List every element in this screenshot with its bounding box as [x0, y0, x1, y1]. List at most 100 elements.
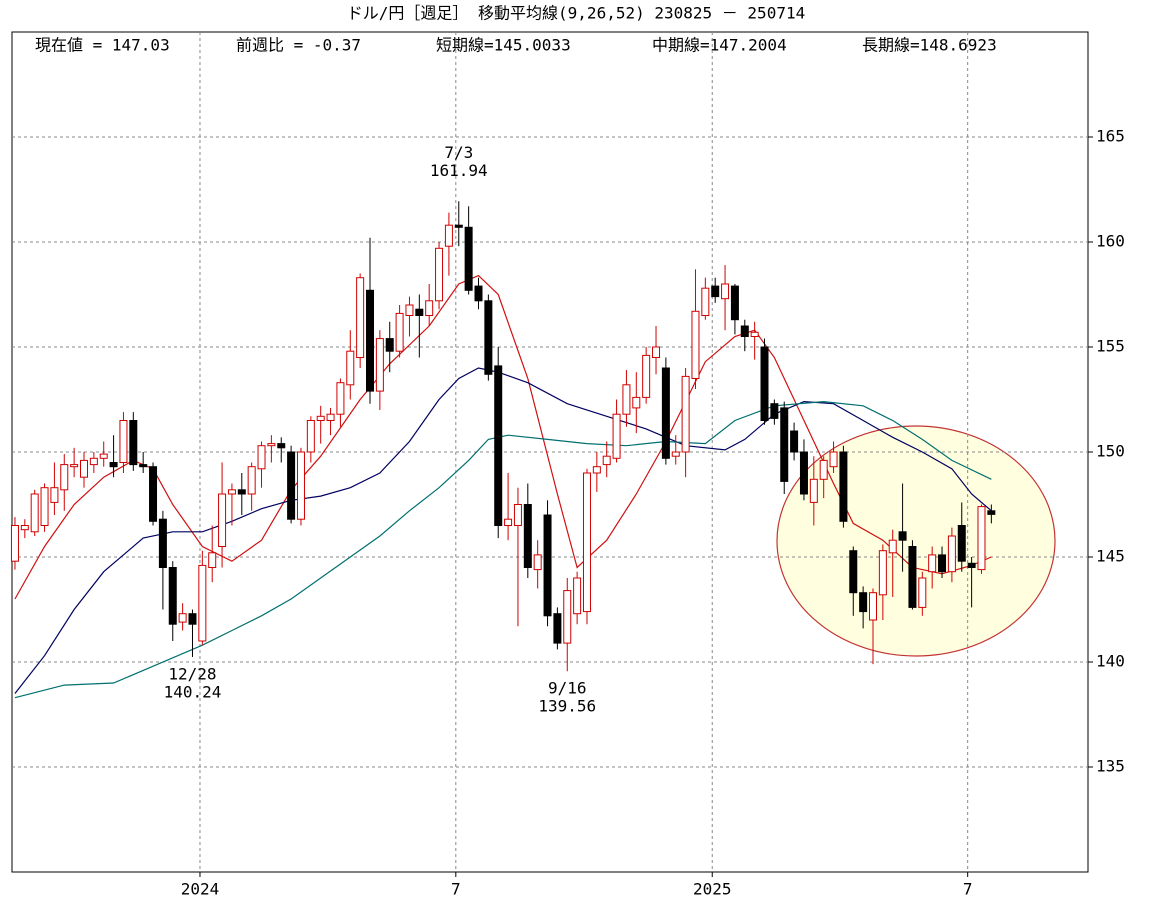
candle-body: [306, 420, 315, 453]
candle-body: [770, 403, 779, 419]
candle-body: [79, 459, 88, 478]
candle-body: [849, 550, 858, 594]
candle-body: [947, 535, 956, 573]
candle-body: [967, 562, 976, 568]
candle-body: [336, 382, 345, 415]
candle-body: [405, 304, 414, 316]
y-tick-label: 150: [1096, 442, 1125, 461]
candle-body: [582, 472, 591, 613]
candle-body: [957, 525, 966, 562]
moving-average-line: [14, 274, 992, 600]
candle-body: [918, 577, 927, 608]
y-tick-label: 165: [1096, 127, 1125, 146]
candle-body: [70, 464, 79, 468]
y-tick-label: 160: [1096, 232, 1125, 251]
candle-body: [375, 338, 384, 392]
candle-body: [780, 407, 789, 482]
candle-body: [888, 539, 897, 554]
candle-body: [622, 384, 631, 415]
y-tick-label: 140: [1096, 652, 1125, 671]
candle-body: [523, 504, 532, 568]
info-text: 短期線=145.0033: [436, 36, 571, 55]
candle-body: [326, 413, 335, 422]
candle-body: [168, 567, 177, 625]
candle-body: [385, 338, 394, 352]
candle-body: [652, 346, 661, 358]
candle-body: [40, 487, 49, 527]
moving-average-line: [14, 400, 992, 699]
candle-body: [711, 285, 720, 298]
candle-body: [356, 277, 365, 359]
candle-body: [198, 564, 207, 642]
candle-body: [859, 592, 868, 613]
candle-body: [237, 489, 246, 495]
candle-body: [247, 466, 256, 495]
annotation-date: 7/3: [444, 143, 473, 162]
candle-body: [119, 420, 128, 463]
candle-body: [612, 413, 621, 459]
candle-body: [20, 525, 29, 531]
x-tick-label: 7: [963, 880, 973, 899]
candle-body: [178, 613, 187, 623]
candle-body: [760, 346, 769, 421]
candle-body: [977, 506, 986, 571]
candle-body: [158, 518, 167, 569]
candle-body: [425, 300, 434, 316]
candle-body: [10, 525, 19, 562]
info-text: 現在値 = 147.03: [35, 36, 170, 55]
x-tick-label: 7: [451, 880, 461, 899]
candle-body: [809, 478, 818, 503]
candle-body: [987, 510, 996, 515]
candle-body: [691, 310, 700, 379]
candle-body: [444, 224, 453, 247]
candle-body: [573, 577, 582, 615]
candle-body: [454, 224, 463, 228]
candle-body: [346, 350, 355, 386]
candle-body: [533, 554, 542, 571]
candle-body: [395, 312, 404, 352]
annotation-date: 9/16: [548, 679, 587, 698]
candle-body: [553, 613, 562, 644]
candle-body: [296, 451, 305, 520]
candle-body: [878, 550, 887, 596]
candle-body: [149, 466, 158, 522]
candle-body: [740, 325, 749, 337]
candle-body: [218, 493, 227, 547]
candle-body: [277, 443, 286, 449]
info-text: 中期線=147.2004: [652, 36, 787, 55]
highlight-ellipse: [776, 425, 1056, 657]
candle-body: [829, 451, 838, 468]
info-text: 長期線=148.6923: [862, 36, 997, 55]
candle-body: [504, 518, 513, 527]
x-tick-label: 2024: [181, 880, 220, 899]
candle-body: [661, 367, 670, 459]
candle-body: [435, 247, 444, 302]
candle-body: [790, 430, 799, 453]
annotation-value: 139.56: [538, 697, 596, 716]
candle-body: [513, 504, 522, 526]
candle-body: [316, 415, 325, 421]
candle-body: [799, 451, 808, 495]
candle-body: [819, 459, 828, 480]
candle-body: [839, 451, 848, 522]
candle-body: [208, 552, 217, 568]
candle-body: [484, 300, 493, 375]
candle-body: [257, 445, 266, 470]
candle-body: [366, 289, 375, 392]
candle-body: [494, 365, 503, 526]
x-tick-label: 2025: [693, 880, 732, 899]
info-text: 前週比 = -0.37: [236, 36, 361, 55]
candle-body: [602, 455, 611, 466]
candle-body: [139, 464, 148, 468]
candle-body: [730, 285, 739, 321]
candle-body: [227, 489, 236, 495]
candle-body: [642, 354, 651, 398]
candle-body: [563, 590, 572, 644]
candle-body: [129, 420, 138, 466]
candle-body: [671, 451, 680, 457]
candle-body: [543, 514, 552, 617]
candle-body: [928, 554, 937, 573]
candle-body: [99, 453, 108, 459]
candle-body: [938, 554, 947, 573]
